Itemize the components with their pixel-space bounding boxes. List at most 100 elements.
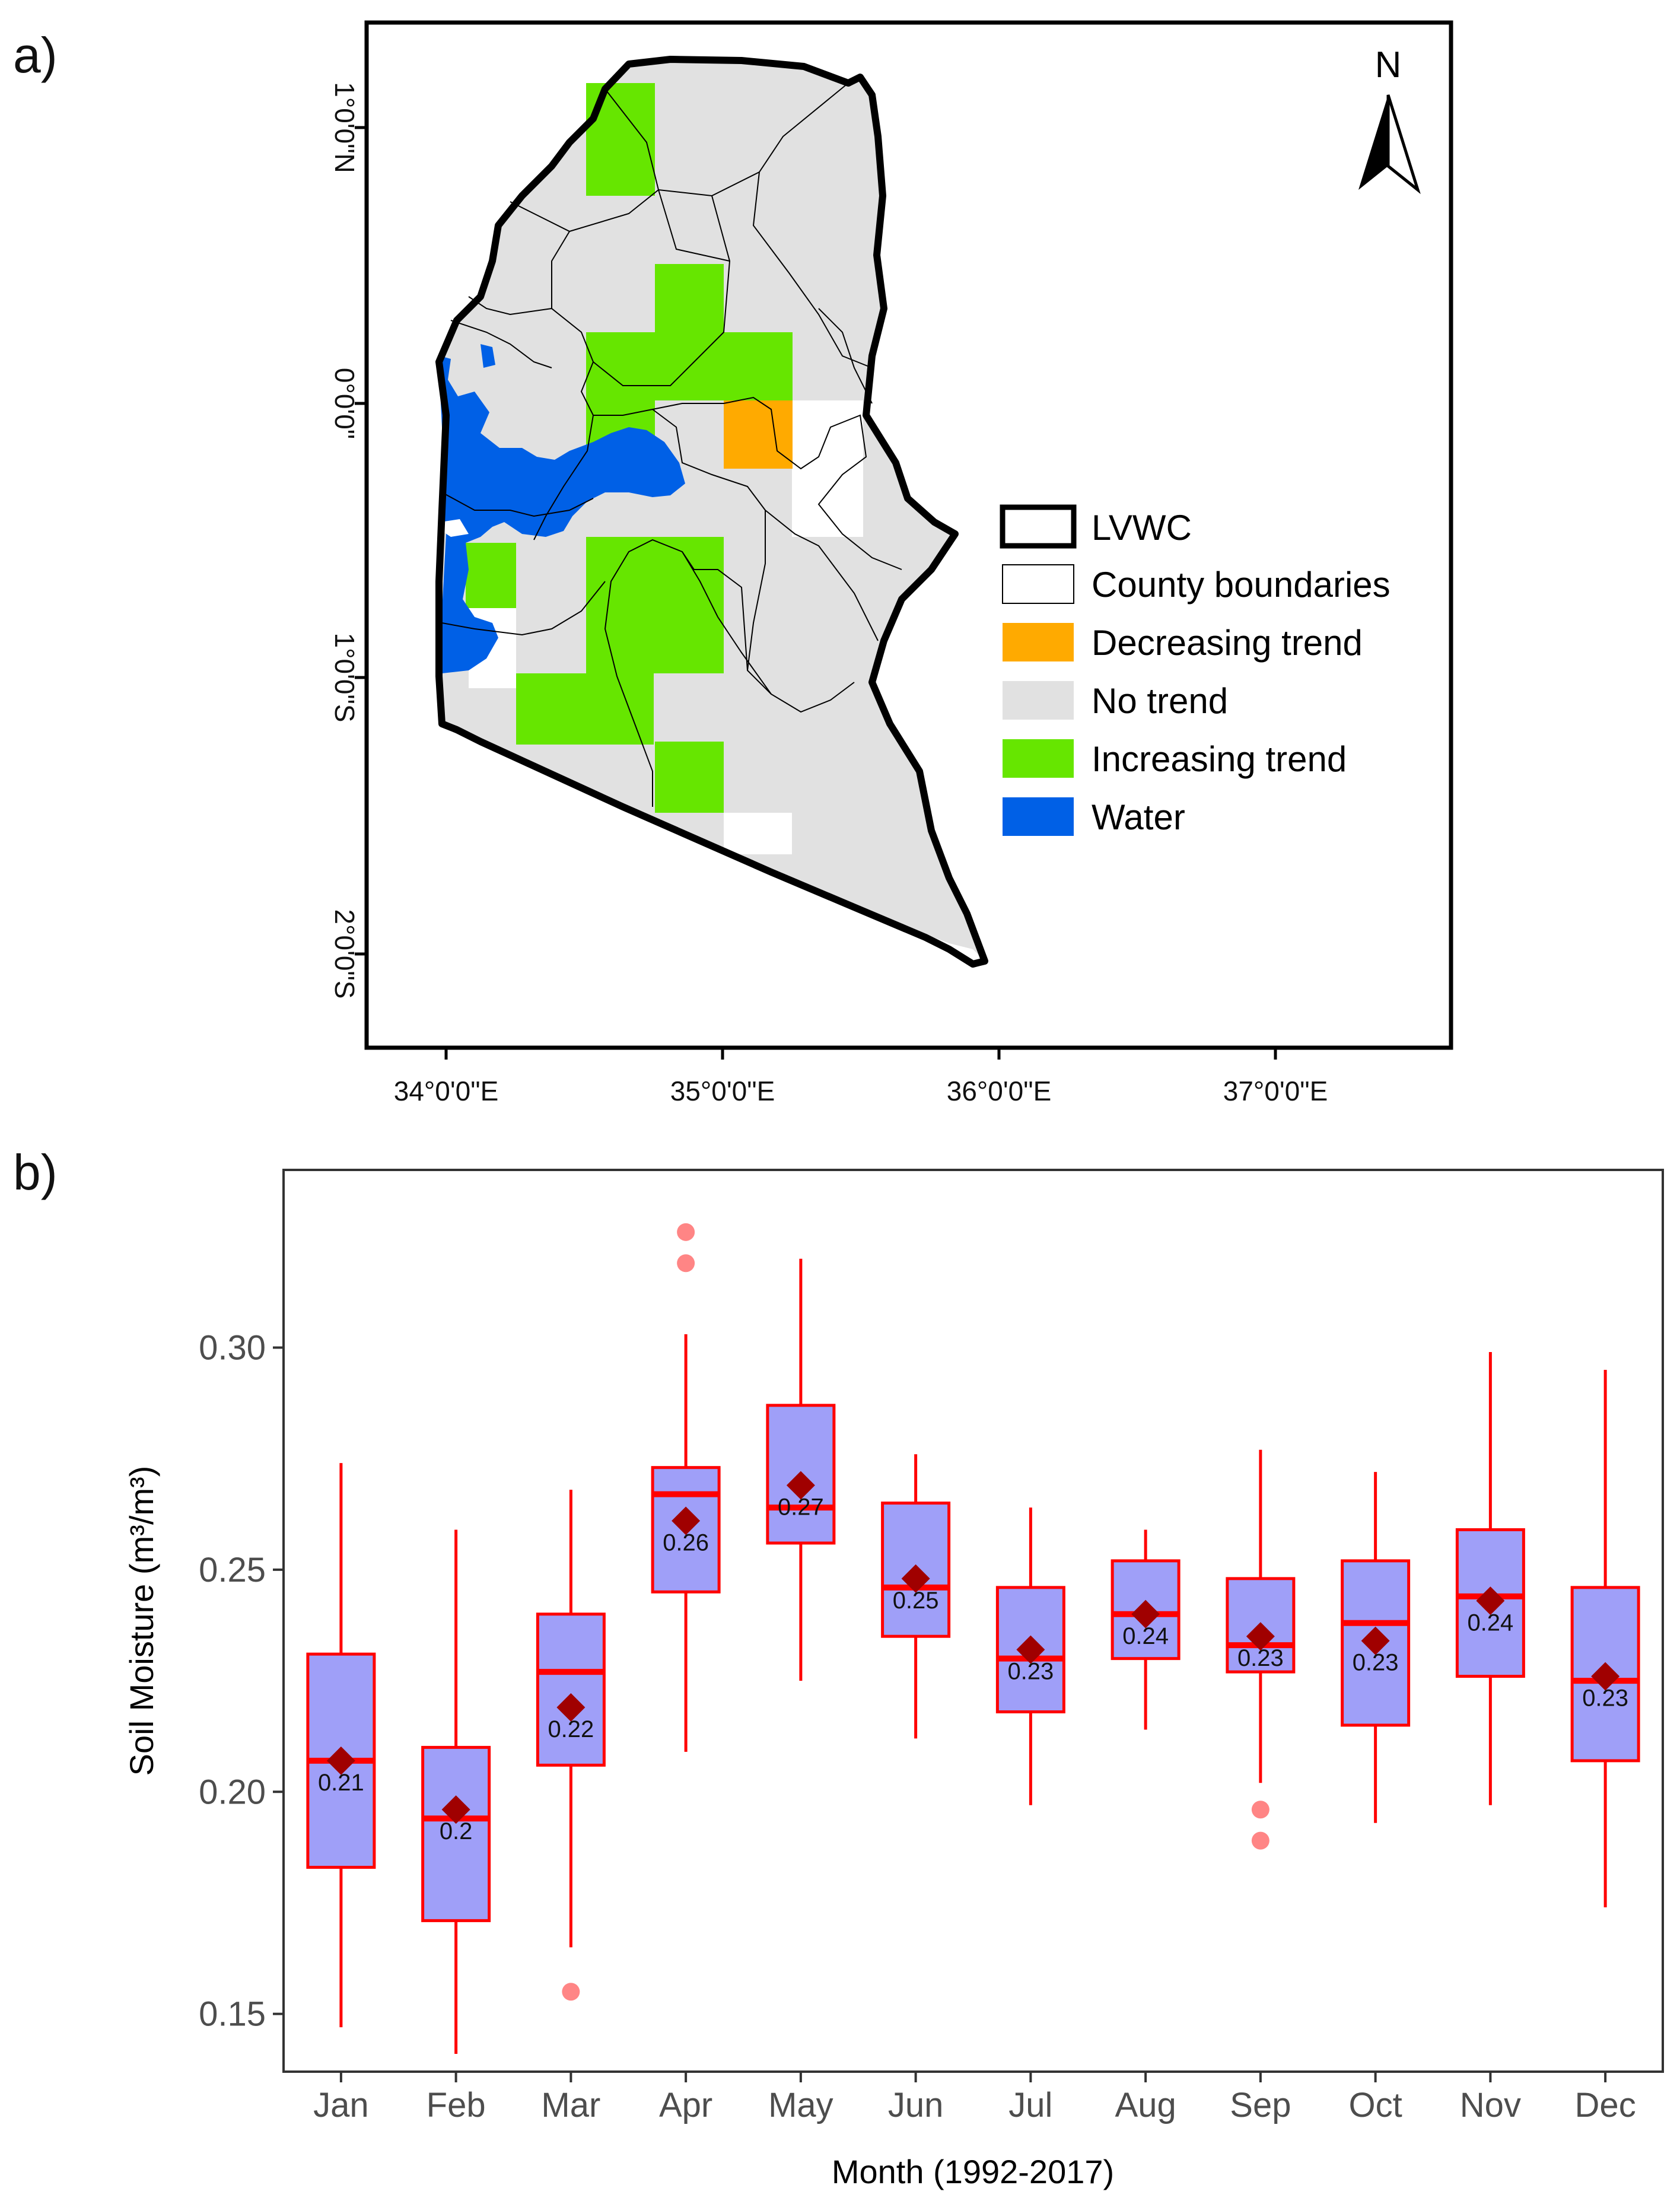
x-tick-label: Sep — [1230, 2086, 1291, 2124]
mean-label: 0.27 — [778, 1494, 824, 1521]
box-may: 0.27 — [766, 1258, 836, 1681]
mean-marker — [1246, 1622, 1275, 1651]
north-label: N — [1375, 44, 1402, 85]
x-tick-label: Feb — [427, 2086, 486, 2124]
mean-marker — [1131, 1599, 1160, 1629]
box-iqr — [421, 1745, 491, 1922]
legend-label: LVWC — [1092, 508, 1192, 548]
legend-swatch-county — [1002, 564, 1074, 604]
y-tick-label: 2°0'0"S — [329, 909, 360, 999]
county-boundaries — [441, 82, 902, 807]
mean-label: 0.24 — [1122, 1623, 1169, 1649]
map-legend: LVWC County boundaries Decreasing trend … — [1000, 504, 1391, 837]
mean-marker — [441, 1795, 470, 1824]
x-tick-label: Jun — [888, 2086, 944, 2124]
mean-label: 0.25 — [893, 1588, 939, 1614]
x-tick-label: Dec — [1575, 2086, 1636, 2124]
boxes: 0.21 0.2 0.22 0.26 0.27 0.25 0.23 0.24 0.23 0.23 0… — [306, 1223, 1640, 2054]
decreasing-trend-cell — [724, 400, 793, 469]
box-iqr — [1226, 1577, 1296, 1674]
mean-marker — [326, 1746, 355, 1775]
boxplot-chart: 0.15 0.20 0.25 0.30 Jan Feb Mar Apr May Jun Jul Au… — [123, 1169, 1664, 2190]
plot-panel — [282, 1169, 1664, 2073]
mean-marker — [1361, 1626, 1390, 1655]
map-ticks — [355, 126, 1277, 1060]
panel-b-label: b) — [13, 1144, 58, 1200]
legend-label: Water — [1092, 797, 1185, 837]
legend-label: No trend — [1092, 681, 1228, 721]
mean-label: 0.23 — [1237, 1645, 1284, 1671]
legend-swatch-increasing — [1003, 739, 1074, 778]
x-tick-label: 34°0'0"E — [394, 1076, 499, 1106]
legend-label: County boundaries — [1092, 565, 1391, 605]
x-tick-label: May — [768, 2086, 833, 2124]
y-tick-label: 1°0'0"N — [329, 82, 360, 173]
y-axis-title: Soil Moisture (m³/m³) — [123, 1466, 160, 1776]
mean-label: 0.22 — [548, 1716, 594, 1742]
x-tick-label: Mar — [541, 2086, 600, 2124]
legend-swatch-lvwc — [1000, 504, 1077, 549]
box-sep: 0.23 — [1226, 1449, 1296, 1850]
legend-swatch-water — [1003, 797, 1074, 836]
x-tick-label: Apr — [659, 2086, 712, 2124]
box-feb: 0.2 — [421, 1529, 491, 2054]
mean-label: 0.26 — [663, 1530, 709, 1556]
outlier-point — [562, 1983, 580, 2001]
north-arrow-icon: N — [1358, 44, 1421, 195]
mean-marker — [901, 1564, 930, 1593]
map-panel: 1°0'0"N 0°0'0" 1°0'0"S 2°0'0"S 34°0'0"E … — [329, 20, 1453, 1106]
water-patch — [481, 344, 495, 368]
mean-label: 0.23 — [1353, 1650, 1399, 1676]
mean-label: 0.21 — [318, 1770, 364, 1796]
outlier-point — [1251, 1831, 1269, 1850]
box-nov: 0.24 — [1455, 1351, 1525, 1805]
x-tick-label: Nov — [1460, 2086, 1521, 2124]
outlier-point — [677, 1254, 695, 1273]
x-tick-label: Oct — [1349, 2086, 1402, 2124]
mean-marker — [786, 1471, 815, 1500]
no-data-cell — [792, 400, 863, 537]
mean-marker — [1476, 1586, 1505, 1615]
water-region — [440, 356, 685, 673]
box-dec: 0.23 — [1570, 1369, 1640, 1907]
x-axis: Jan Feb Mar Apr May Jun Jul Aug Sep Oct Nov Dec — [313, 2072, 1636, 2124]
x-tick-label: 35°0'0"E — [670, 1076, 775, 1106]
island — [440, 519, 469, 537]
box-iqr — [1570, 1586, 1640, 1763]
outlier-point — [1251, 1801, 1269, 1819]
mean-marker — [672, 1506, 701, 1535]
y-tick-label: 0°0'0" — [329, 368, 360, 439]
no-data-cell — [724, 813, 792, 854]
box-apr: 0.26 — [651, 1223, 721, 1752]
mean-marker — [1016, 1635, 1045, 1664]
y-tick-label: 0.15 — [199, 1995, 266, 2034]
y-tick-label: 1°0'0"S — [329, 633, 360, 723]
lvwc-boundary — [435, 56, 988, 968]
x-tick-label: Jan — [313, 2086, 369, 2124]
x-tick-label: 37°0'0"E — [1223, 1076, 1328, 1106]
y-axis: 0.15 0.20 0.25 0.30 — [199, 1329, 284, 2034]
x-tick-label: 36°0'0"E — [947, 1076, 1052, 1106]
mean-label: 0.23 — [1582, 1685, 1628, 1712]
y-tick-label: 0.20 — [199, 1773, 266, 1811]
y-tick-label: 0.25 — [199, 1551, 266, 1589]
mean-label: 0.23 — [1007, 1659, 1054, 1685]
box-iqr — [536, 1612, 606, 1767]
mean-marker — [1591, 1662, 1620, 1691]
box-jul: 0.23 — [995, 1507, 1065, 1805]
box-jan: 0.21 — [306, 1463, 376, 2028]
outlier-point — [677, 1223, 695, 1241]
legend-swatch-no-trend — [1003, 681, 1074, 720]
panel-a-label: a) — [13, 27, 58, 83]
x-tick-label: Aug — [1115, 2086, 1176, 2124]
legend-swatch-decreasing — [1003, 623, 1074, 661]
box-aug: 0.24 — [1111, 1529, 1181, 1730]
x-tick-label: Jul — [1008, 2086, 1052, 2124]
increasing-trend-cells — [466, 83, 793, 813]
x-axis-title: Month (1992-2017) — [832, 2153, 1114, 2190]
box-oct: 0.23 — [1341, 1472, 1411, 1823]
box-mar: 0.22 — [536, 1490, 606, 2001]
mean-label: 0.24 — [1467, 1610, 1513, 1636]
box-jun: 0.25 — [881, 1454, 951, 1739]
